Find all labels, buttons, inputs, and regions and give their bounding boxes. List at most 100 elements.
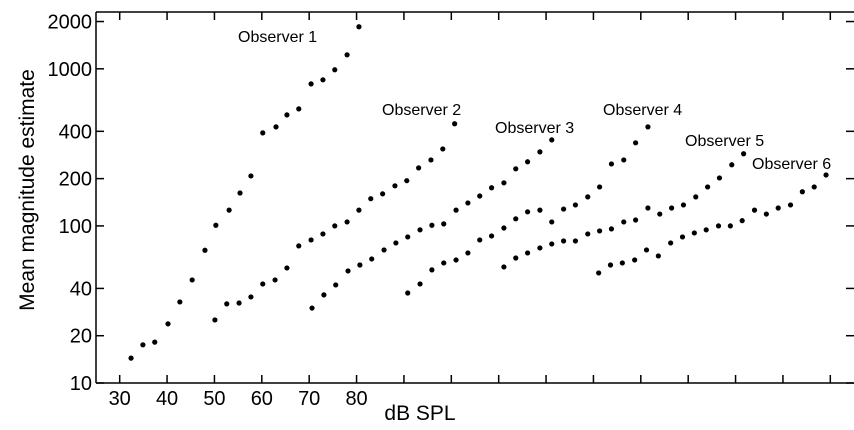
data-point	[585, 231, 591, 237]
data-point	[357, 262, 363, 268]
y-axis-title: Mean magnitude estimate	[16, 69, 39, 311]
data-point	[128, 355, 134, 361]
data-point	[260, 281, 266, 287]
data-point	[693, 194, 699, 200]
data-point	[560, 238, 567, 244]
data-point	[608, 161, 615, 167]
data-point	[224, 301, 230, 307]
data-point	[488, 185, 495, 191]
x-tick-label: 80	[345, 388, 367, 410]
data-point	[320, 77, 326, 83]
data-point	[392, 183, 398, 189]
series-label: Observer 3	[495, 120, 574, 137]
data-point	[332, 223, 338, 229]
series-label: Observer 1	[238, 29, 317, 46]
data-point	[799, 189, 805, 195]
data-point	[417, 281, 423, 287]
data-point	[513, 166, 519, 172]
data-point	[596, 270, 602, 276]
data-point	[585, 194, 591, 200]
data-point	[524, 250, 531, 256]
data-point	[645, 205, 651, 211]
data-point	[453, 257, 459, 263]
y-tick-label: 1000	[48, 59, 93, 81]
data-point	[356, 207, 362, 213]
data-point	[501, 225, 507, 231]
data-point	[645, 124, 651, 130]
data-point	[404, 178, 410, 184]
data-point	[524, 209, 531, 215]
data-point	[608, 226, 615, 232]
data-point	[345, 268, 351, 274]
data-point	[488, 233, 495, 239]
data-point	[787, 202, 794, 208]
data-point	[549, 137, 555, 143]
data-point	[260, 130, 266, 136]
data-point	[381, 247, 387, 253]
data-point	[226, 207, 232, 213]
data-point	[655, 253, 661, 259]
series-label: Observer 6	[752, 156, 831, 173]
y-tick-label: 200	[59, 169, 92, 191]
data-point	[669, 205, 675, 211]
data-point	[477, 237, 483, 243]
data-point	[596, 228, 603, 234]
data-point	[272, 277, 278, 283]
data-point	[189, 277, 195, 283]
y-tick-label: 10	[70, 373, 92, 395]
data-point	[320, 231, 326, 237]
data-point	[729, 162, 735, 168]
data-point	[741, 151, 747, 157]
y-tick-label: 400	[59, 121, 92, 143]
data-point	[344, 52, 350, 58]
data-point	[560, 206, 567, 212]
data-point	[716, 175, 723, 181]
x-axis-title: dB SPL	[384, 402, 455, 425]
data-point	[452, 121, 458, 127]
x-tick-label: 30	[109, 388, 131, 410]
data-point	[572, 238, 579, 244]
data-point	[441, 260, 447, 266]
data-point	[429, 222, 435, 228]
data-point	[775, 205, 781, 211]
series-label: Observer 4	[603, 102, 682, 119]
data-point	[248, 173, 254, 179]
data-point	[703, 227, 709, 233]
data-point	[296, 243, 302, 249]
data-point	[140, 342, 146, 348]
data-point	[549, 241, 555, 247]
data-point	[705, 184, 711, 190]
data-point	[429, 267, 435, 273]
data-point	[152, 339, 158, 345]
y-tick-label: 100	[59, 216, 92, 238]
y-tick-label: 2000	[48, 12, 93, 34]
data-point	[739, 218, 745, 224]
data-point	[668, 240, 674, 246]
data-point	[572, 202, 579, 208]
data-point	[537, 245, 543, 251]
data-point	[632, 257, 638, 263]
data-point	[248, 294, 254, 300]
data-point	[236, 300, 242, 306]
data-point	[309, 305, 315, 311]
y-tick-label: 40	[70, 278, 92, 300]
data-point	[308, 81, 314, 87]
data-point	[477, 193, 483, 199]
data-point	[513, 216, 519, 222]
x-tick-label: 40	[156, 388, 178, 410]
data-point	[380, 191, 386, 197]
data-point	[393, 240, 399, 246]
data-point	[823, 172, 829, 178]
data-point	[680, 202, 687, 208]
data-point	[679, 234, 686, 240]
data-point	[607, 262, 614, 268]
data-point	[296, 106, 302, 112]
data-point	[417, 227, 423, 233]
data-point	[633, 217, 639, 223]
data-point	[537, 207, 543, 213]
data-point	[633, 140, 639, 146]
data-point	[321, 292, 327, 298]
data-point	[368, 196, 374, 202]
data-point	[333, 282, 339, 288]
